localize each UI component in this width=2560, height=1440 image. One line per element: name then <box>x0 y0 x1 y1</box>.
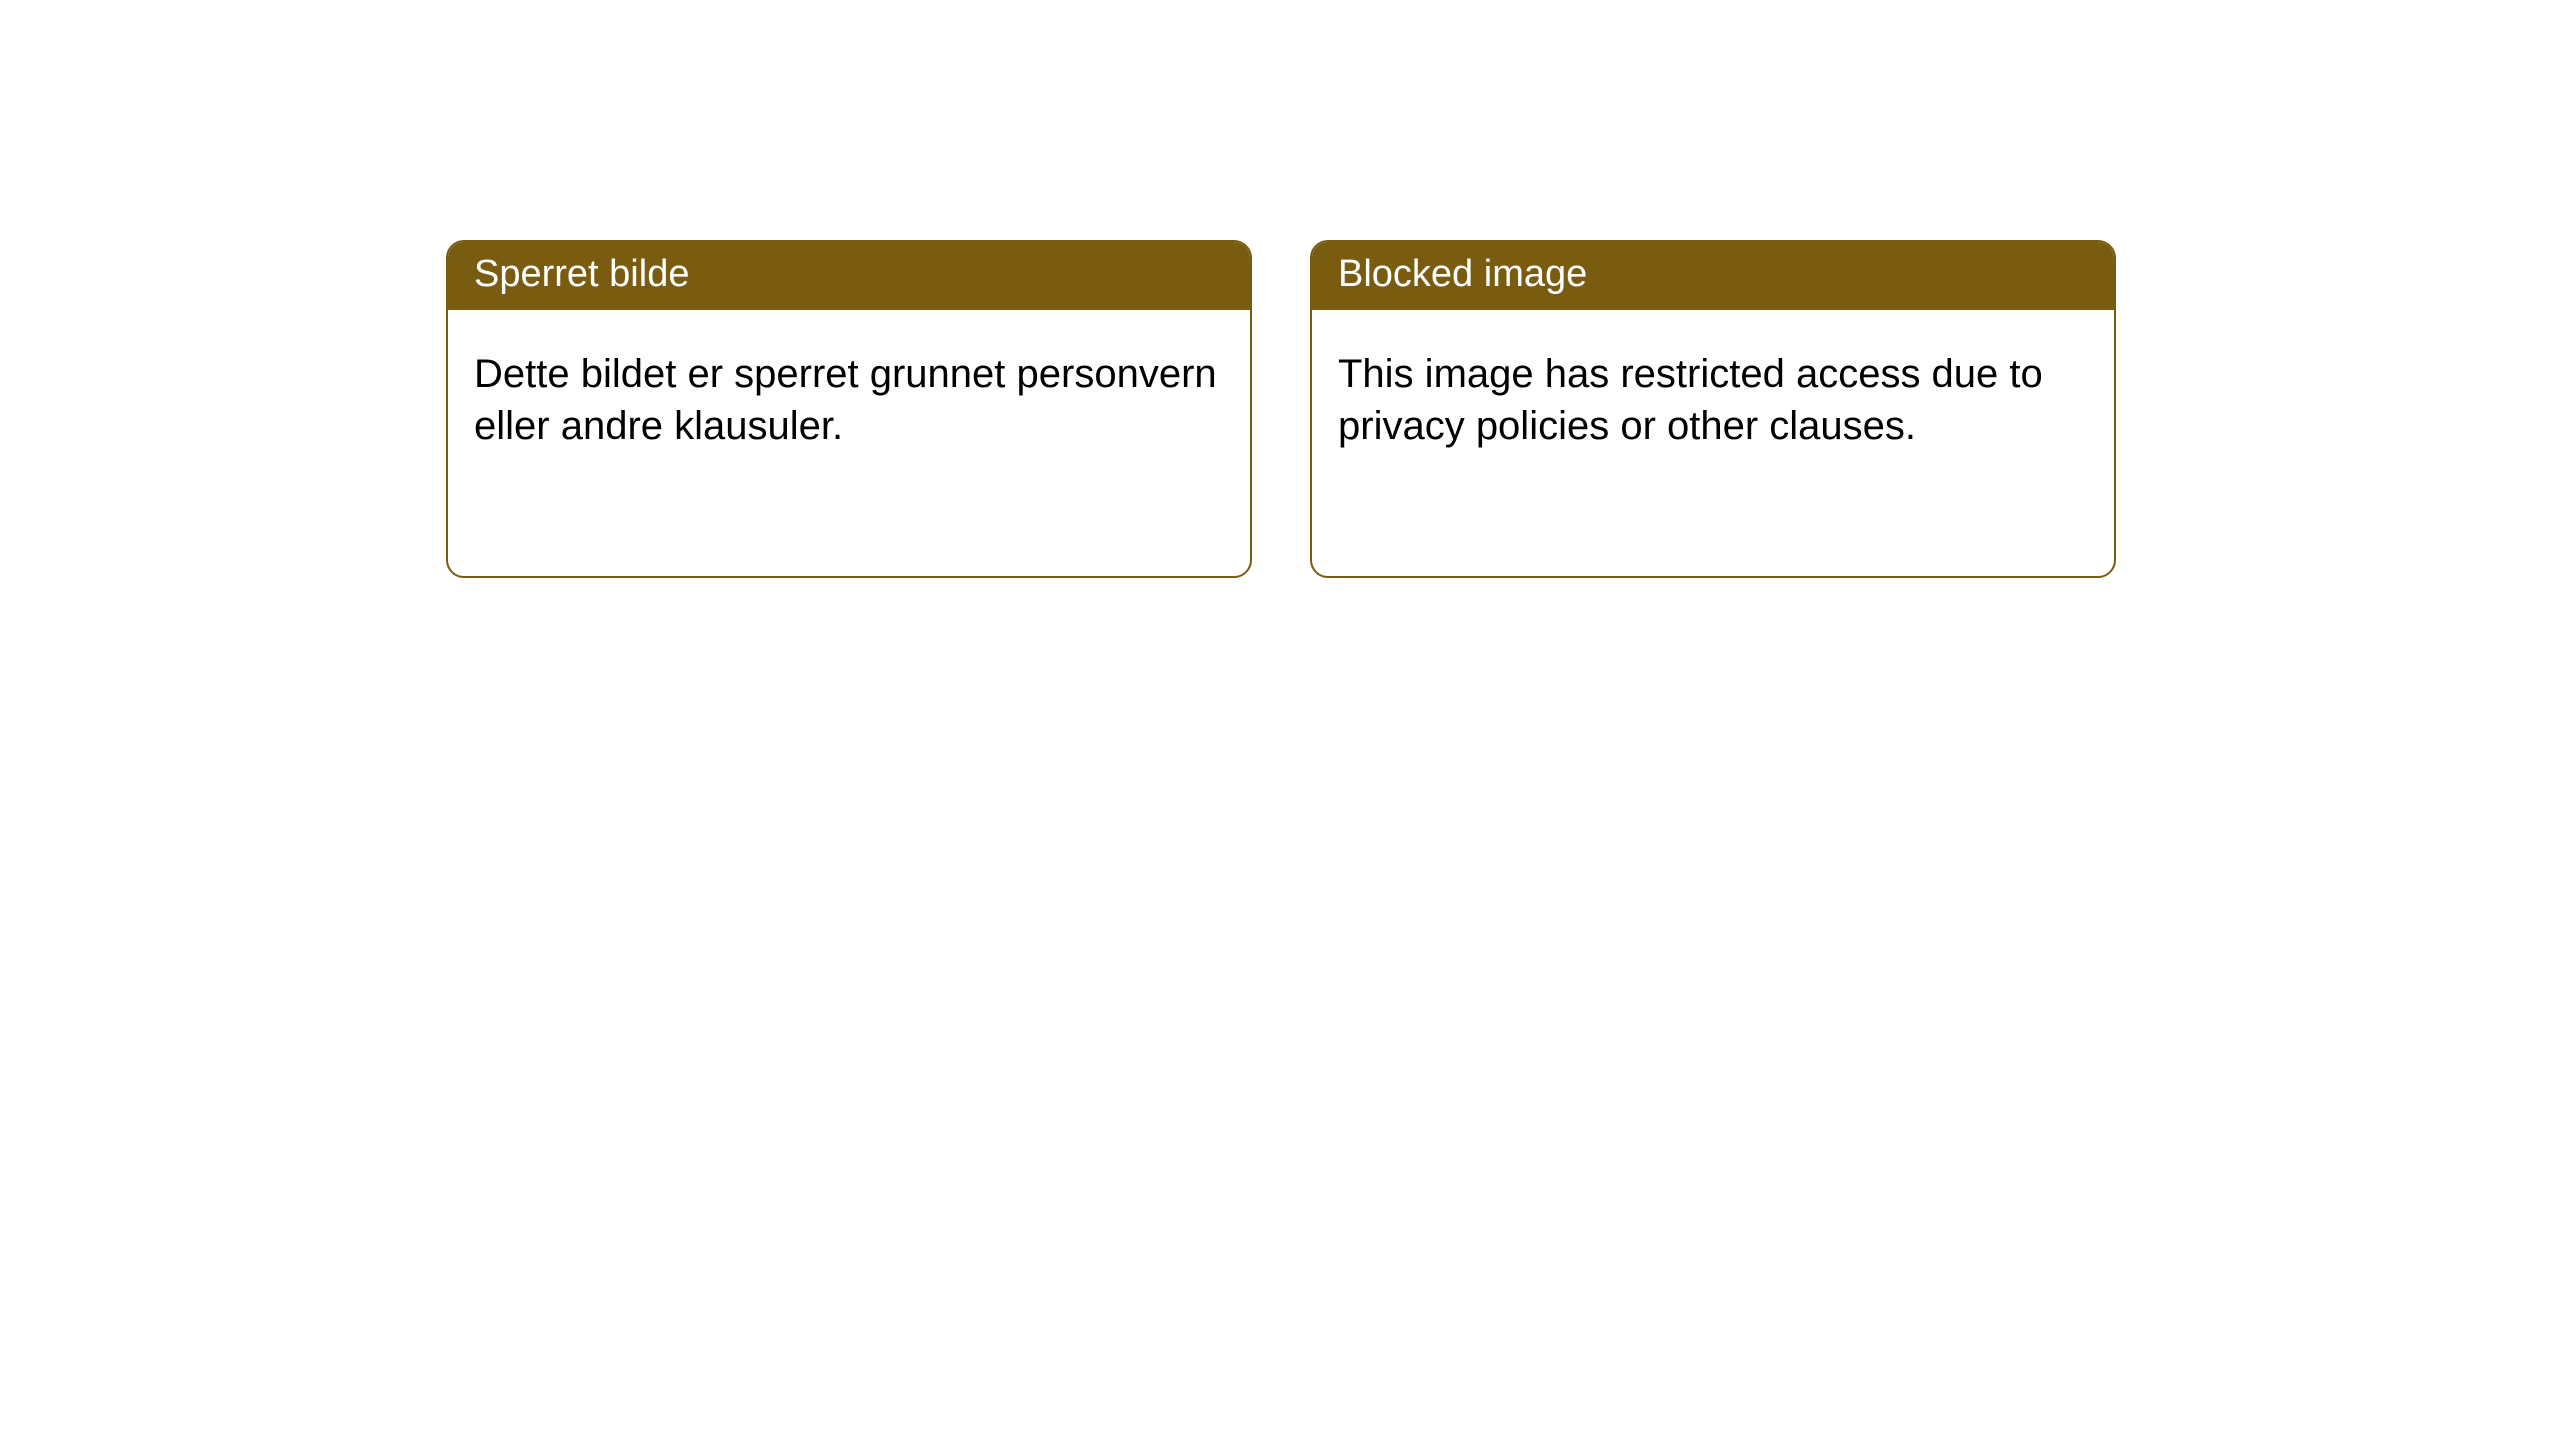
card-body-en: This image has restricted access due to … <box>1312 310 2114 478</box>
notice-container: Sperret bilde Dette bildet er sperret gr… <box>0 0 2560 578</box>
blocked-image-card-no: Sperret bilde Dette bildet er sperret gr… <box>446 240 1252 578</box>
card-text-no: Dette bildet er sperret grunnet personve… <box>474 352 1217 448</box>
card-title-no: Sperret bilde <box>474 253 689 295</box>
card-body-no: Dette bildet er sperret grunnet personve… <box>448 310 1250 478</box>
card-header-no: Sperret bilde <box>448 242 1250 310</box>
card-header-en: Blocked image <box>1312 242 2114 310</box>
blocked-image-card-en: Blocked image This image has restricted … <box>1310 240 2116 578</box>
card-text-en: This image has restricted access due to … <box>1338 352 2043 448</box>
card-title-en: Blocked image <box>1338 253 1587 295</box>
